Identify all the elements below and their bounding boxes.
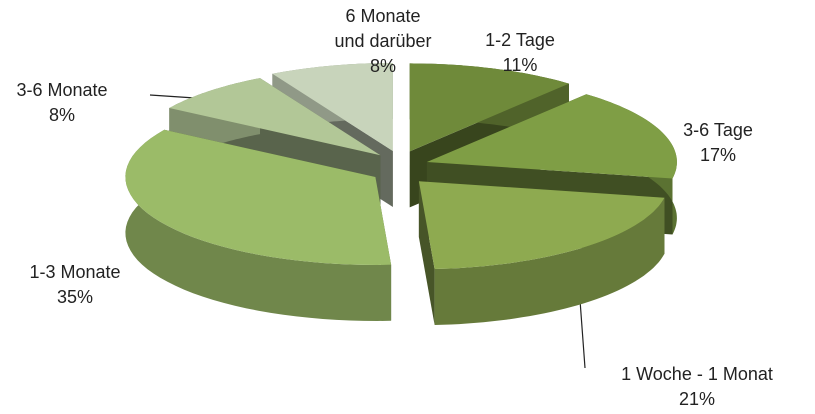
slice bbox=[418, 181, 665, 325]
slice-top bbox=[272, 63, 393, 151]
slice-label: 1-2 Tage 11% bbox=[460, 28, 580, 78]
slice-label: 3-6 Tage 17% bbox=[658, 118, 778, 168]
slice-side bbox=[418, 181, 435, 325]
slice-top bbox=[169, 78, 381, 156]
slice-label: 1 Woche - 1 Monat 21% bbox=[582, 362, 812, 412]
slice-top bbox=[418, 181, 665, 269]
slice-label: 1-3 Monate 35% bbox=[5, 260, 145, 310]
value-label: 35% bbox=[56, 287, 94, 307]
slice-label: 3-6 Monate 8% bbox=[0, 78, 132, 128]
slice-top bbox=[125, 129, 392, 265]
slice-wall bbox=[125, 129, 392, 321]
slice bbox=[125, 129, 392, 321]
category-label: 3-6 Tage bbox=[683, 120, 753, 140]
slice-top bbox=[409, 63, 569, 152]
category-label: 1-3 Monate bbox=[29, 262, 121, 282]
value-label: 17% bbox=[699, 145, 737, 165]
slice-wall bbox=[434, 197, 665, 325]
category-label: 1 Woche - 1 Monat bbox=[621, 364, 773, 384]
value-label: 21% bbox=[678, 389, 716, 409]
value-label: 8% bbox=[48, 105, 75, 125]
category-label: 6 Monate und darüber bbox=[334, 6, 432, 51]
category-label: 3-6 Monate bbox=[16, 80, 108, 100]
category-label: 1-2 Tage bbox=[485, 30, 555, 50]
slice-top bbox=[426, 94, 677, 179]
slice-label: 6 Monate und darüber 8% bbox=[328, 4, 438, 79]
value-label: 8% bbox=[369, 56, 396, 76]
value-label: 11% bbox=[502, 55, 538, 75]
